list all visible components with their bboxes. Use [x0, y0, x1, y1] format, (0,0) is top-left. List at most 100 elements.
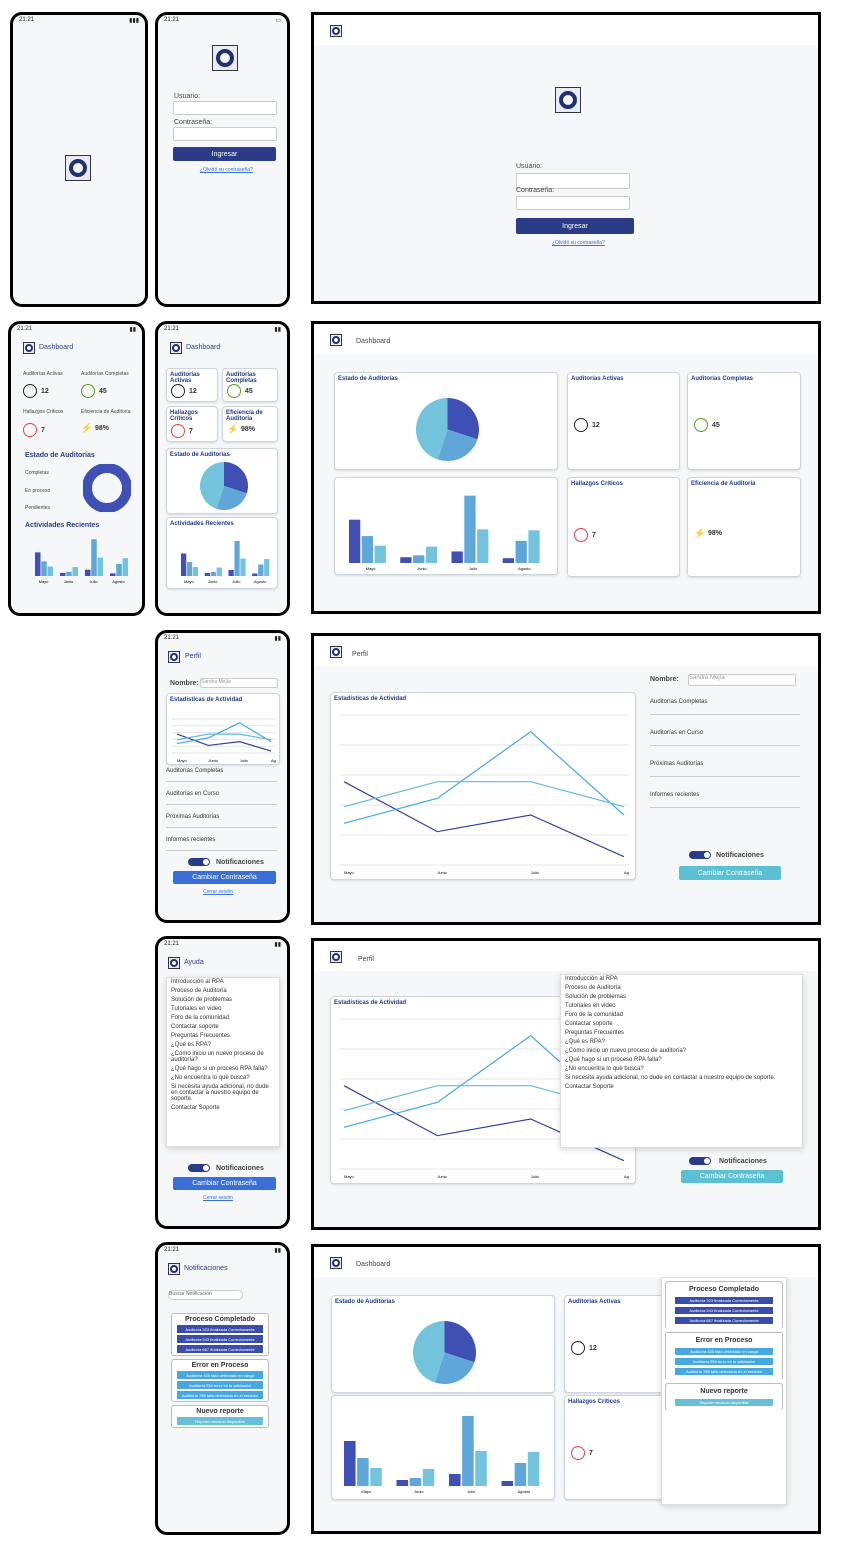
tablet-pie — [200, 462, 248, 510]
help-menu-item[interactable]: Proceso de Auditoría — [167, 987, 279, 996]
series-line-Completas — [343, 781, 625, 858]
bar — [85, 569, 91, 576]
notification-item[interactable]: Auditoría 789 fallo detectado en el serv… — [177, 1391, 263, 1399]
chart-card: Mayo Junio Julio Agosto — [334, 477, 558, 575]
x-tick-label: Julio — [469, 566, 478, 571]
notification-item[interactable]: Auditoría 543 finalizada Correctamente — [177, 1335, 263, 1343]
help-menu-item[interactable]: Tutoriales en video — [561, 1002, 802, 1011]
bar — [528, 530, 540, 563]
help-menu-item[interactable]: ¿Qué hago si un proceso RPA falla? — [167, 1065, 279, 1074]
section-completed[interactable]: Auditorías Completas — [650, 699, 800, 715]
help-menu-item[interactable]: Introducción al RPA — [561, 975, 802, 984]
notifications-toggle[interactable] — [188, 1164, 210, 1172]
desktop-profile: Perfil Estadísticas de Actividad Mayo Juni… — [311, 633, 821, 925]
help-menu-item[interactable]: Contactar soporte — [167, 1023, 279, 1032]
notification-item[interactable]: Auditoría 667 finalizada Correctamente — [675, 1317, 773, 1325]
notification-item[interactable]: Auditoría 554 error en la validación — [177, 1381, 263, 1389]
password-input[interactable] — [516, 196, 630, 210]
change-password-button[interactable]: Cambiar Contraseña — [681, 1170, 783, 1183]
help-menu-item[interactable]: Si necesita ayuda adicional, no dude en … — [167, 1083, 279, 1104]
help-menu-item[interactable]: Foro de la comunidad — [561, 1011, 802, 1020]
bar — [413, 555, 425, 563]
help-menu-item[interactable]: Contactar soporte — [561, 1020, 802, 1029]
bar — [502, 558, 515, 563]
notifications-toggle[interactable] — [689, 851, 711, 859]
bar — [370, 1468, 382, 1486]
page-title: Ayuda — [184, 959, 204, 966]
username-input[interactable] — [516, 173, 630, 189]
help-menu-item[interactable]: ¿Cómo inicio un nuevo proceso de auditor… — [561, 1047, 802, 1056]
help-menu-item[interactable]: Tutoriales en video — [167, 1005, 279, 1014]
notification-item[interactable]: Auditoría 789 fallo detectado en el serv… — [675, 1368, 773, 1376]
notification-item[interactable]: Auditoría 543 finalizada Correctamente — [675, 1307, 773, 1315]
notification-item[interactable]: Auditoría 554 error en la validación — [675, 1358, 773, 1366]
change-password-button[interactable]: Cambiar Contraseña — [679, 866, 781, 880]
section-upcoming[interactable]: Próximas Auditorías — [650, 761, 800, 777]
bar — [35, 552, 41, 576]
help-menu-item[interactable]: Solución de problemas — [561, 993, 802, 1002]
help-menu-item[interactable]: Solución de problemas — [167, 996, 279, 1005]
section-ongoing[interactable]: Auditorías en Curso — [650, 730, 800, 746]
help-menu-item[interactable]: Proceso de Auditoría — [561, 984, 802, 993]
help-menu[interactable]: Introducción al RPA Proceso de Auditoría S… — [560, 974, 803, 1148]
help-menu-item[interactable]: Preguntas Frecuentes — [167, 1032, 279, 1041]
login-button[interactable]: Ingresar — [173, 147, 276, 161]
help-menu-item[interactable]: Introducción al RPA — [167, 978, 279, 987]
status-bar: 21:21 ▮▮ — [164, 635, 281, 642]
page-title: Perfil — [352, 651, 368, 658]
status-time: 21:21 — [164, 326, 180, 332]
help-menu[interactable]: Introducción al RPA Proceso de Auditoría S… — [166, 977, 280, 1147]
bar — [72, 567, 78, 576]
help-menu-item[interactable]: Foro de la comunidad — [167, 1014, 279, 1023]
change-password-button[interactable]: Cambiar Contraseña — [173, 1177, 276, 1190]
bar — [234, 541, 240, 576]
notifications-toggle[interactable] — [188, 858, 210, 866]
notifications-toggle[interactable] — [689, 1157, 711, 1165]
help-menu-item[interactable]: Contactar Soporte — [167, 1104, 279, 1113]
help-menu-item[interactable]: ¿Qué es RPA? — [561, 1038, 802, 1047]
alert-icon — [574, 528, 588, 542]
x-tick-label: Agosto — [271, 758, 276, 763]
status-bar: 21:21 ▭ — [164, 17, 281, 24]
x-tick-label: Agosto — [254, 579, 267, 584]
notification-item[interactable]: Reporte mensual disponible — [675, 1399, 773, 1407]
notification-item[interactable]: Reporte mensual disponible — [177, 1417, 263, 1425]
section-reports[interactable]: Informes recientes — [650, 792, 800, 808]
help-menu-item[interactable]: ¿Cómo inicio un nuevo proceso de auditor… — [167, 1050, 279, 1065]
bar — [181, 553, 187, 576]
logout-link[interactable]: Cerrar sesión — [203, 889, 234, 895]
status-list-1: Completas — [25, 470, 49, 476]
password-input[interactable] — [173, 127, 277, 141]
help-menu-item[interactable]: ¿Qué es RPA? — [167, 1041, 279, 1050]
help-menu-item[interactable]: Preguntas Frecuentes — [561, 1029, 802, 1038]
name-input[interactable]: Sandra Mejía — [688, 674, 796, 686]
logout-link[interactable]: Cerrar sesión — [203, 1195, 234, 1201]
help-menu-item[interactable]: ¿No encuentra lo que busca? — [561, 1065, 802, 1074]
notification-item[interactable]: Auditoría 323 finalizada Correctamente — [177, 1325, 263, 1333]
section-completed[interactable]: Auditorías Completas — [166, 768, 277, 782]
notification-item[interactable]: Auditoría 323 finalizada Correctamente — [675, 1297, 773, 1305]
section-ongoing[interactable]: Auditorías en Curso — [166, 791, 277, 805]
forgot-password-link[interactable]: ¿Olvidó su contraseña? — [200, 167, 253, 173]
search-input[interactable]: Buscar Notificación — [168, 1290, 243, 1300]
help-menu-item[interactable]: Si necesita ayuda adicional, no dude en … — [561, 1074, 802, 1083]
help-menu-item[interactable]: ¿Qué hago si un proceso RPA falla? — [561, 1056, 802, 1065]
help-menu-item[interactable]: ¿No encuentra lo que busca? — [167, 1074, 279, 1083]
change-password-button[interactable]: Cambiar Contraseña — [173, 871, 276, 884]
status-title: Estado de Auditorías — [25, 452, 95, 459]
login-button[interactable]: Ingresar — [516, 218, 634, 234]
name-input[interactable]: Sandra Mejía — [200, 678, 278, 688]
notification-panel[interactable]: Proceso Completado Auditoría 323 finaliza… — [661, 1277, 787, 1505]
findings-card: Hallazgos Críticos 7 — [166, 406, 218, 442]
status-bar: 21:21 ▮▮ — [164, 326, 281, 333]
notification-item[interactable]: Auditoría 456 fallo detectado en carga — [675, 1348, 773, 1356]
forgot-password-link[interactable]: ¿Olvidó su contraseña? — [552, 240, 605, 246]
bar — [210, 572, 216, 576]
notification-item[interactable]: Auditoría 667 finalizada Correctamente — [177, 1345, 263, 1353]
help-menu-item[interactable]: Contactar Soporte — [561, 1083, 802, 1092]
username-input[interactable] — [173, 101, 277, 115]
section-upcoming[interactable]: Próximas Auditorías — [166, 814, 277, 828]
section-reports[interactable]: Informes recientes — [166, 837, 277, 851]
notification-item[interactable]: Auditoría 456 fallo detectado en carga — [177, 1371, 263, 1379]
bar — [400, 557, 412, 563]
